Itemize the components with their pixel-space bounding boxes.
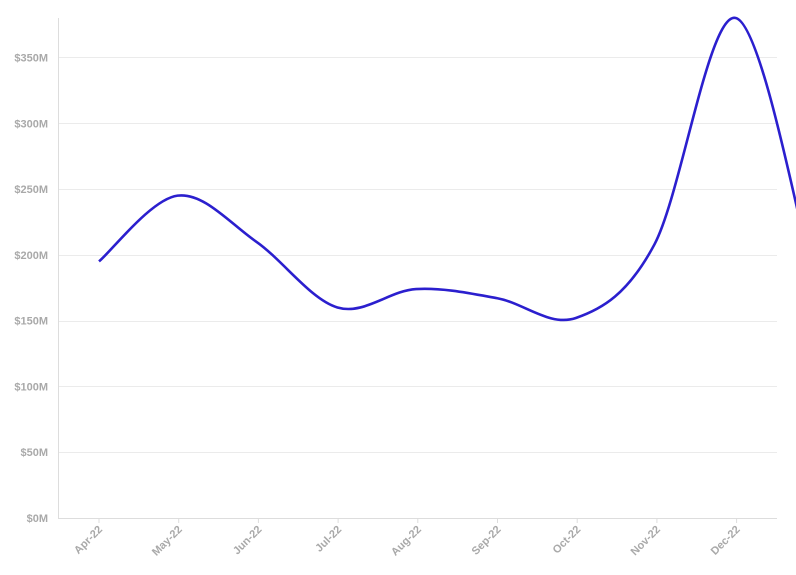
x-tick-label: Jul-22 bbox=[313, 524, 344, 555]
data-point bbox=[98, 260, 101, 263]
y-tick-label: $200M bbox=[14, 250, 48, 262]
y-tick-label: $0M bbox=[27, 513, 48, 525]
series-line-0 bbox=[98, 16, 796, 322]
x-axis-ticks: Apr-22 May-22 Jun-22 Jul-22 Aug-22 Sep-22 Oct-… bbox=[72, 518, 743, 558]
y-tick-label: $150M bbox=[14, 316, 48, 328]
data-point bbox=[255, 240, 258, 243]
x-tick-label: May-22 bbox=[150, 524, 185, 559]
x-tick-label: Jun-22 bbox=[231, 524, 265, 558]
data-point bbox=[496, 297, 499, 300]
x-tick-label: Sep-22 bbox=[470, 524, 504, 558]
data-point bbox=[575, 317, 578, 320]
x-tick-label: Dec-22 bbox=[709, 524, 743, 558]
axes bbox=[58, 18, 777, 519]
y-tick-label: $350M bbox=[14, 52, 48, 64]
gridlines bbox=[58, 57, 777, 453]
x-tick-label: Aug-22 bbox=[389, 524, 424, 559]
y-tick-label: $50M bbox=[20, 447, 48, 459]
y-axis-ticks: $0M $50M $100M $150M $200M $250M $300M $350M bbox=[14, 52, 48, 525]
x-tick-label: Apr-22 bbox=[72, 524, 105, 557]
data-point bbox=[415, 288, 418, 291]
data-point bbox=[653, 243, 656, 246]
data-point bbox=[336, 306, 339, 309]
y-tick-label: $100M bbox=[14, 381, 48, 393]
series-layer bbox=[98, 16, 796, 322]
data-point bbox=[176, 194, 179, 197]
y-tick-label: $250M bbox=[14, 184, 48, 196]
data-point bbox=[734, 17, 737, 20]
y-tick-label: $300M bbox=[14, 118, 48, 130]
x-tick-label: Oct-22 bbox=[551, 524, 584, 557]
x-tick-label: Nov-22 bbox=[629, 524, 663, 558]
